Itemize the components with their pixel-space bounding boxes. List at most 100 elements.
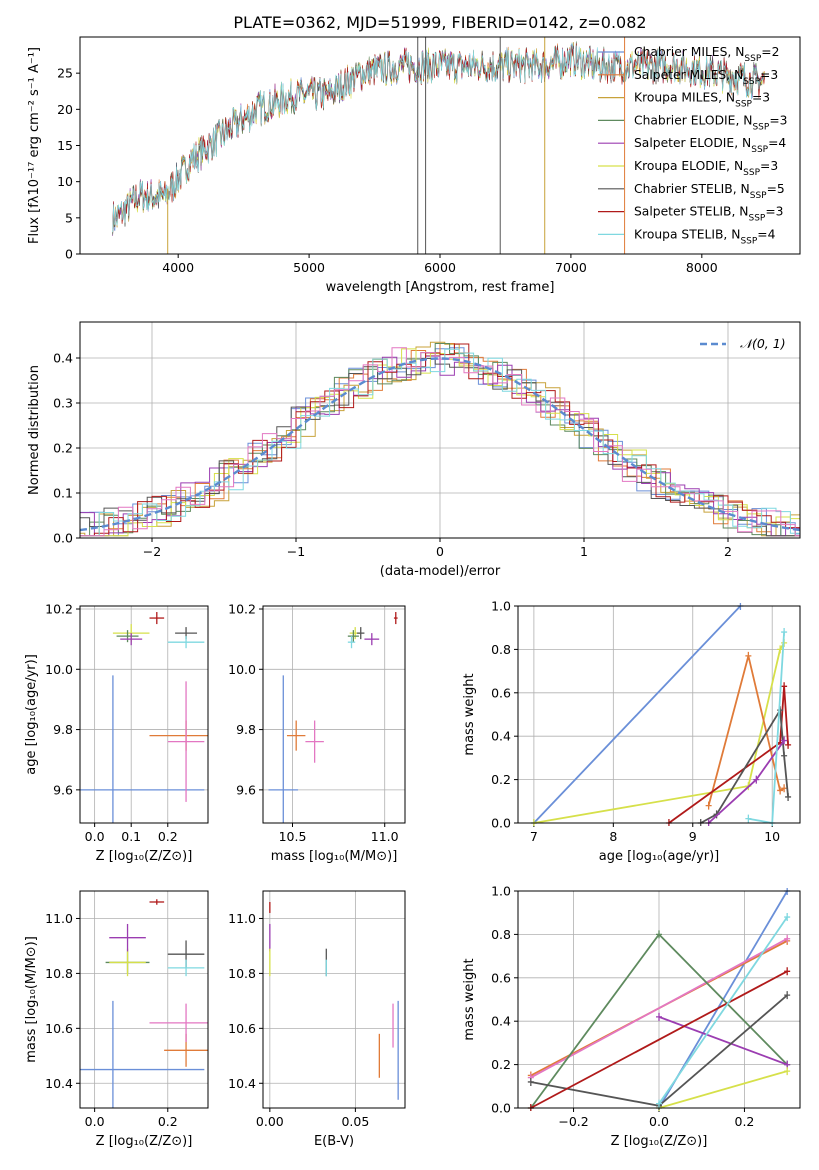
legend-entry: Kroupa ELODIE, NSSP=3 xyxy=(634,159,778,178)
weight-point-marker xyxy=(785,740,792,749)
y-tick-label: 10.0 xyxy=(228,662,256,677)
weight-point-marker xyxy=(781,628,788,637)
weight-point-marker xyxy=(745,651,752,660)
axes-frame xyxy=(79,321,801,539)
weight-point-marker xyxy=(656,1099,662,1108)
weight-point-marker xyxy=(656,930,662,939)
legend-entry: Salpeter STELIB, NSSP=3 xyxy=(634,205,784,224)
weight-point-marker xyxy=(777,786,784,795)
errorbar-point xyxy=(268,675,299,823)
weight-point-marker xyxy=(527,1077,534,1086)
weight-series-line xyxy=(530,937,788,1079)
y-tick-label: 10.8 xyxy=(45,966,73,981)
x-axis-label: wavelength [Angstrom, rest frame] xyxy=(326,280,555,295)
y-tick-label: 0.2 xyxy=(491,1057,511,1072)
errorbar-point xyxy=(347,636,356,649)
histogram-series xyxy=(80,358,800,537)
errorbar-point xyxy=(80,1000,205,1108)
y-tick-label: 9.6 xyxy=(53,782,73,797)
x-tick-label: 0.05 xyxy=(341,1114,369,1129)
axes-frame xyxy=(517,605,801,824)
x-tick-label: 7000 xyxy=(555,260,587,275)
y-tick-label: 15 xyxy=(57,138,73,153)
normal-reference-curve xyxy=(80,357,800,532)
y-tick-label: 0 xyxy=(65,247,73,262)
y-tick-label: 1.0 xyxy=(491,599,511,614)
weight-series-line xyxy=(707,655,785,806)
y-axis-label: Flux [fλ10⁻¹⁷ erg cm⁻² s⁻¹ A⁻¹] xyxy=(27,47,42,244)
legend-entry: 𝒩(0, 1) xyxy=(740,336,786,351)
errorbar-point xyxy=(116,630,139,643)
y-tick-label: 25 xyxy=(57,66,73,81)
age-vs-Z-panel: 0.0 0.1 0.2 9.6 9.8 10.0 10.2 Z [log₁₀(Z/Z⊙)] ag… xyxy=(24,602,209,864)
y-tick-label: 0.1 xyxy=(53,486,73,501)
y-axis-label: mass [log₁₀(M/M⊙)] xyxy=(24,936,39,1063)
y-tick-label: 10.4 xyxy=(45,1076,73,1091)
errorbar-point xyxy=(80,675,205,823)
weight-point-marker xyxy=(781,751,788,760)
errorbar-point xyxy=(167,636,205,649)
x-tick-label: 10 xyxy=(764,829,780,844)
y-tick-label: 9.8 xyxy=(53,722,73,737)
y-tick-label: 0.0 xyxy=(53,531,73,546)
y-axis-label: mass weight xyxy=(462,958,477,1040)
weight-series-line xyxy=(668,686,789,824)
y-tick-label: 10.6 xyxy=(228,1021,256,1036)
weight-vs-Z-panel: −0.2 0.0 0.2 0.0 0.2 0.4 0.6 0.8 1.0 Z [log₁₀(Z/Z… xyxy=(462,884,801,1149)
x-tick-label: 4000 xyxy=(162,260,194,275)
x-tick-label: 0.2 xyxy=(158,1114,178,1129)
spectrum-series-line xyxy=(112,42,765,233)
weight-point-marker xyxy=(781,682,788,691)
y-tick-label: 0.4 xyxy=(53,351,73,366)
errorbar-point xyxy=(357,627,365,640)
y-tick-label: 9.8 xyxy=(236,722,256,737)
weight-series-line xyxy=(748,631,785,825)
spectrum-panel: 4000 5000 6000 7000 8000 0 5 10 15 20 25 wavelength… xyxy=(27,36,801,295)
x-axis-label: Z [log₁₀(Z/Z⊙)] xyxy=(611,1134,708,1149)
weight-point-marker xyxy=(705,801,712,810)
y-tick-label: 0.3 xyxy=(53,396,73,411)
y-tick-label: 11.0 xyxy=(45,911,73,926)
x-tick-label: 7 xyxy=(530,829,538,844)
x-tick-label: 0.0 xyxy=(85,1114,105,1129)
y-tick-label: 0.4 xyxy=(491,729,511,744)
weight-point-marker xyxy=(656,1012,662,1021)
x-tick-label: −2 xyxy=(143,544,161,559)
x-tick-label: 10.5 xyxy=(279,829,307,844)
y-tick-label: 0.0 xyxy=(491,1101,511,1116)
weight-point-marker xyxy=(745,814,752,823)
errorbar-point xyxy=(167,681,205,802)
x-tick-label: 2 xyxy=(724,544,732,559)
y-tick-label: 9.6 xyxy=(236,782,256,797)
x-tick-label: 0.2 xyxy=(735,1114,755,1129)
weight-point-marker xyxy=(784,1067,791,1076)
histogram-series xyxy=(80,355,800,537)
y-tick-label: 20 xyxy=(57,102,73,117)
x-tick-label: 0.1 xyxy=(121,829,141,844)
errorbar-point xyxy=(149,1003,208,1043)
axes-frame xyxy=(262,605,406,824)
weight-series-line xyxy=(533,605,742,824)
y-tick-label: 0.2 xyxy=(491,772,511,787)
weight-series-line xyxy=(658,1070,788,1109)
y-tick-label: 1.0 xyxy=(491,884,511,899)
x-tick-label: 8000 xyxy=(686,260,718,275)
axes-frame xyxy=(79,36,801,255)
x-tick-label: −1 xyxy=(287,544,305,559)
x-axis-label: Z [log₁₀(Z/Z⊙)] xyxy=(96,1134,193,1149)
x-tick-label: 9 xyxy=(689,829,697,844)
y-axis-label: mass weight xyxy=(462,673,477,755)
x-axis-label: mass [log₁₀(M/M⊙)] xyxy=(271,849,398,864)
weight-point-marker xyxy=(784,991,791,1000)
y-tick-label: 10 xyxy=(57,174,73,189)
axes-frame xyxy=(517,890,801,1109)
y-tick-label: 0.6 xyxy=(491,685,511,700)
errorbar-point xyxy=(286,720,306,751)
figure-title: PLATE=0362, MJD=51999, FIBERID=0142, z=0… xyxy=(233,13,646,32)
axes-frame xyxy=(262,890,406,1109)
y-axis-label: age [log₁₀(age/yr)] xyxy=(24,654,39,775)
errorbar-point xyxy=(109,923,146,952)
x-tick-label: 6000 xyxy=(424,260,456,275)
axes-frame xyxy=(79,890,209,1109)
histogram-series xyxy=(80,347,800,537)
